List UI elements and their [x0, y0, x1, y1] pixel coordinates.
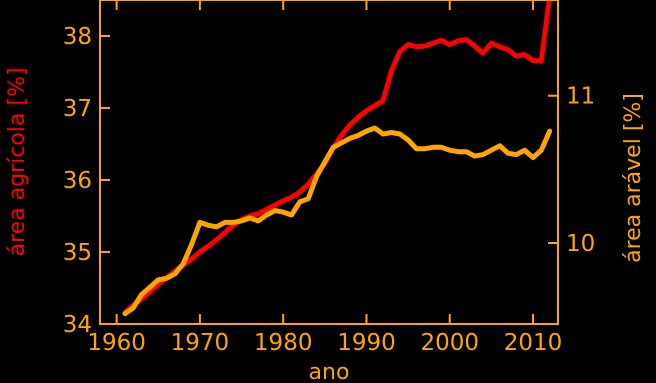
series-layer: [122, 0, 553, 317]
y-right-tick-label: 10: [566, 231, 595, 257]
y-left-tick-label: 38: [63, 24, 92, 50]
y-axis-right-label: área arável [%]: [621, 93, 646, 263]
x-tick-label: 2000: [420, 330, 479, 356]
y-left-tick-label: 36: [63, 168, 92, 194]
y-left-tick-label: 35: [63, 240, 92, 266]
y-left-tick-label: 34: [63, 312, 92, 338]
series-line-agricultural-area: [122, 0, 552, 315]
x-tick-label: 1970: [171, 330, 230, 356]
y-axis-left-label: área agrícola [%]: [5, 68, 30, 257]
x-tick-label: 1980: [254, 330, 313, 356]
y-left-tick-label: 37: [63, 96, 92, 122]
plot-frame: [99, 0, 559, 325]
x-tick-label: 1960: [87, 330, 146, 356]
x-axis-label: ano: [309, 360, 350, 383]
series-line-arable-area: [122, 125, 553, 317]
y-right-tick-label: 11: [566, 84, 595, 110]
x-tick-label: 1990: [337, 330, 396, 356]
ticks-layer: 1960 1970 1980 1990 2000 2010 34 35 36 37 38 10 11: [63, 0, 595, 356]
x-tick-label: 2010: [504, 330, 563, 356]
